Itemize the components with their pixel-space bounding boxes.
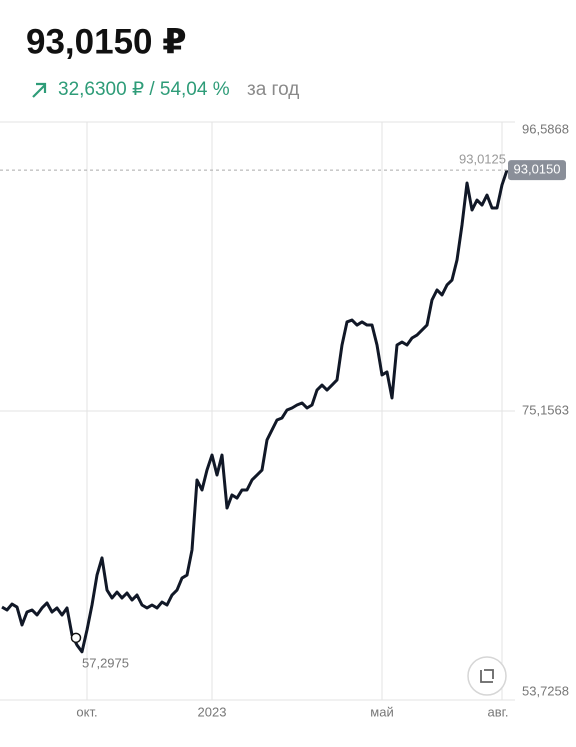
- price: 93,0150 ₽: [26, 22, 187, 61]
- up-arrow: [32, 82, 47, 98]
- y-tick-label: 53,7258: [522, 683, 569, 698]
- y-tick-label: 96,5868: [522, 121, 569, 136]
- x-tick-label: май: [370, 704, 393, 719]
- y-tick-label: 75,1563: [522, 402, 569, 417]
- min-marker: [70, 632, 82, 644]
- x-tick-label: авг.: [488, 704, 509, 719]
- max-label: 93,0125: [459, 152, 506, 167]
- expand-button[interactable]: [467, 656, 507, 696]
- change: 32,6300 ₽ / 54,04 %: [58, 79, 230, 100]
- period: за год: [247, 79, 299, 100]
- current-label: 93,0150: [514, 162, 561, 177]
- current-badge: [508, 160, 566, 181]
- min-label: 57,2975: [82, 655, 129, 670]
- price-line: [1, 169, 509, 654]
- x-tick-label: 2023: [198, 704, 227, 719]
- x-tick-label: окт.: [76, 704, 97, 719]
